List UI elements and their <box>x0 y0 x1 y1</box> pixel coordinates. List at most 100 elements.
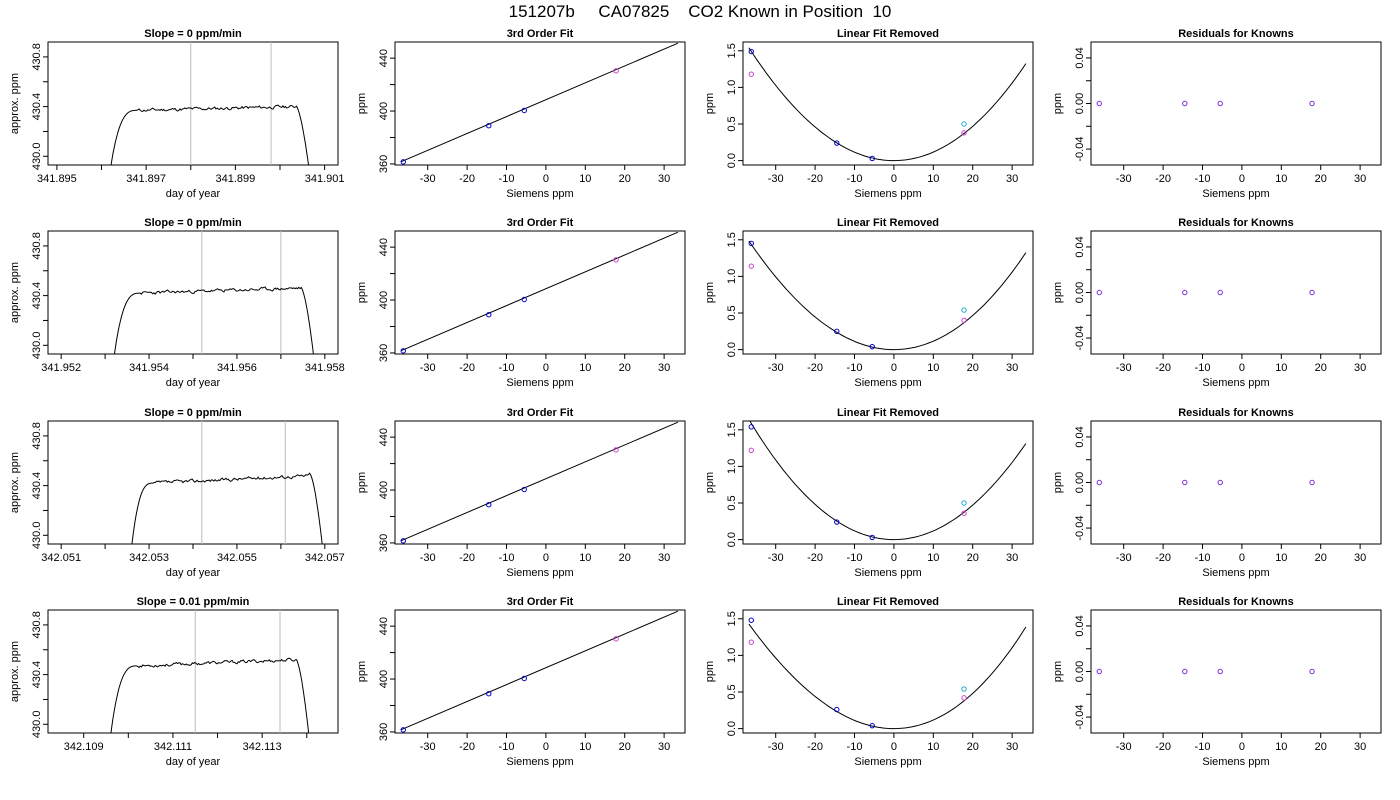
panel-2-2: 3rd Order Fit -30 -20 -10 0 10 20 30 360 400 440 Si… <box>356 217 686 389</box>
data-point <box>1182 479 1188 486</box>
panel-1-2: 3rd Order Fit -30 -20 -10 0 10 20 30 360 400 440 Si… <box>356 28 686 200</box>
fit-line <box>400 610 679 731</box>
x-axis-label: day of year <box>166 756 221 768</box>
y-tick-label: 0.00 <box>1074 472 1086 493</box>
x-tick-label: -20 <box>1155 741 1171 753</box>
panel-title: Linear Fit Removed <box>837 217 939 229</box>
x-tick-label: 10 <box>1275 552 1287 564</box>
x-tick-label: -10 <box>499 741 515 753</box>
y-tick-label: 0.0 <box>726 153 738 168</box>
x-axis-label: Siemens ppm <box>506 188 573 200</box>
x-axis-label: Siemens ppm <box>1202 567 1269 579</box>
x-tick-label: -20 <box>807 741 823 753</box>
y-axis-label: ppm <box>1052 661 1064 682</box>
y-axis-label: ppm <box>1052 282 1064 303</box>
data-point <box>869 155 875 162</box>
y-tick-label: 360 <box>378 344 390 362</box>
x-axis-label: Siemens ppm <box>506 756 573 768</box>
y-tick-label: 1.5 <box>726 422 738 437</box>
data-point <box>961 510 967 516</box>
x-axis-label: Siemens ppm <box>854 567 921 579</box>
plot-frame <box>394 420 686 545</box>
data-point <box>961 130 967 136</box>
y-axis-label: ppm <box>704 93 716 114</box>
x-tick-label: 0 <box>1239 362 1245 374</box>
data-point <box>400 538 406 544</box>
panel-2-3: Linear Fit Removed -30 -20 -10 0 10 20 30 0.0 0.5… <box>704 217 1034 389</box>
y-tick-label: -0.04 <box>1074 326 1086 351</box>
data-point <box>613 636 619 642</box>
x-tick-label: -10 <box>499 552 515 564</box>
data-point <box>1217 289 1223 296</box>
panel-title: 3rd Order Fit <box>507 407 574 419</box>
x-tick-label: -10 <box>499 362 515 374</box>
x-tick-label: -10 <box>847 741 863 753</box>
ppm-trace-line <box>131 472 323 544</box>
x-tick-label: -10 <box>1195 741 1211 753</box>
plot-frame <box>742 230 1034 355</box>
plot-frame <box>394 230 686 355</box>
x-tick-label: -30 <box>1116 173 1132 185</box>
y-tick-label: 430.0 <box>31 711 43 739</box>
data-point <box>1309 668 1315 675</box>
y-axis-label: approx. ppm <box>9 641 21 702</box>
fit-curve <box>749 421 1027 541</box>
x-tick-label: -30 <box>420 362 436 374</box>
data-point <box>521 296 527 303</box>
x-tick-label: 20 <box>967 552 979 564</box>
x-tick-label: 0 <box>543 741 549 753</box>
x-tick-label: -10 <box>847 362 863 374</box>
data-point <box>1096 100 1102 107</box>
x-tick-label: -10 <box>847 173 863 185</box>
plot-area <box>748 240 1027 351</box>
y-tick-label: 430.8 <box>31 611 43 639</box>
data-point <box>834 140 840 146</box>
x-tick-label: 341.956 <box>217 362 257 374</box>
data-point <box>961 307 967 313</box>
x-tick-label: 30 <box>1354 741 1366 753</box>
plot-area <box>749 421 1027 541</box>
y-tick-label: -0.04 <box>1074 516 1086 541</box>
y-tick-label: 1.0 <box>726 269 738 284</box>
plot-frame <box>1090 41 1382 166</box>
panel-2-1: Slope = 0 ppm/min 341.952 341.954 341.956 34… <box>9 217 345 389</box>
data-point <box>748 617 754 623</box>
y-tick-label: 430.8 <box>31 43 43 71</box>
y-tick-label: 440 <box>378 238 390 256</box>
x-axis-label: Siemens ppm <box>1202 188 1269 200</box>
x-tick-label: -20 <box>459 741 475 753</box>
data-point <box>748 263 754 269</box>
x-tick-label: 342.111 <box>154 741 192 753</box>
plot-area <box>400 610 679 731</box>
panel-3-4: Residuals for Knowns -30 -20 -10 0 10 20 30 -0.0… <box>1052 407 1382 579</box>
x-tick-label: 10 <box>579 173 591 185</box>
panel-title: 3rd Order Fit <box>507 596 574 608</box>
data-point <box>961 317 967 324</box>
x-tick-label: 20 <box>967 173 979 185</box>
panel-4-4: Residuals for Knowns -30 -20 -10 0 10 20 30 -0.0… <box>1052 596 1382 768</box>
x-tick-label: 342.057 <box>305 552 345 564</box>
x-axis-label: Siemens ppm <box>854 188 921 200</box>
x-axis-label: day of year <box>166 377 221 389</box>
x-axis-label: day of year <box>166 567 221 579</box>
data-point <box>1096 668 1102 675</box>
panel-2-4: Residuals for Knowns -30 -20 -10 0 10 20 30 -0.0… <box>1052 217 1382 389</box>
y-tick-label: 360 <box>378 534 390 552</box>
x-tick-label: 0 <box>891 552 897 564</box>
y-tick-label: 430.4 <box>31 282 43 310</box>
x-tick-label: -20 <box>1155 362 1171 374</box>
plot-frame <box>394 609 686 734</box>
x-tick-label: -30 <box>768 552 784 564</box>
panel-title: Residuals for Knowns <box>1178 217 1294 229</box>
x-tick-label: -30 <box>768 173 784 185</box>
x-tick-label: 0 <box>543 362 549 374</box>
data-point <box>1182 289 1188 296</box>
data-point <box>400 159 406 165</box>
data-point <box>1217 668 1223 675</box>
x-tick-label: -30 <box>420 741 436 753</box>
y-tick-label: -0.04 <box>1074 705 1086 730</box>
y-tick-label: 0.0 <box>726 721 738 736</box>
data-point <box>834 706 840 713</box>
fit-line <box>400 42 679 163</box>
x-tick-label: 10 <box>927 362 939 374</box>
